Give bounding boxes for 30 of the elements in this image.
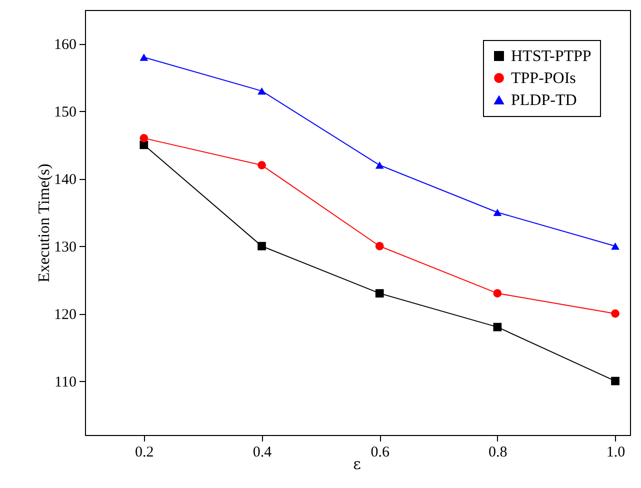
legend-label: PLDP-TD bbox=[511, 92, 577, 109]
y-axis-title: Execution Time(s) bbox=[36, 164, 53, 282]
y-tick-label: 110 bbox=[54, 374, 76, 391]
y-tick-label: 150 bbox=[54, 104, 76, 121]
legend-label: TPP-POIs bbox=[511, 70, 576, 87]
point bbox=[375, 242, 384, 250]
x-axis-title: ε bbox=[353, 455, 362, 473]
point bbox=[140, 134, 148, 142]
y-tick-label: 130 bbox=[54, 240, 76, 256]
y-tick-label: 120 bbox=[54, 307, 76, 324]
y-tick-label: 160 bbox=[54, 37, 76, 54]
point bbox=[611, 376, 620, 386]
point bbox=[375, 162, 384, 169]
x-tick-label: 0.2 bbox=[135, 444, 154, 460]
point bbox=[140, 54, 148, 61]
point bbox=[611, 242, 620, 250]
point bbox=[258, 160, 266, 170]
point bbox=[611, 309, 620, 318]
point bbox=[493, 208, 502, 216]
x-tick-label: 0.6 bbox=[370, 444, 390, 460]
x-tick-label: 0.4 bbox=[252, 444, 272, 460]
point bbox=[493, 322, 502, 332]
legend-label: HTST-PTPP bbox=[511, 48, 592, 65]
point bbox=[258, 242, 266, 250]
point bbox=[258, 87, 266, 95]
x-tick-label: 0.8 bbox=[488, 444, 508, 460]
y-tick-label: 140 bbox=[54, 172, 76, 188]
x-tick-label: 1.0 bbox=[606, 444, 626, 460]
point bbox=[493, 289, 502, 298]
point bbox=[375, 289, 384, 298]
